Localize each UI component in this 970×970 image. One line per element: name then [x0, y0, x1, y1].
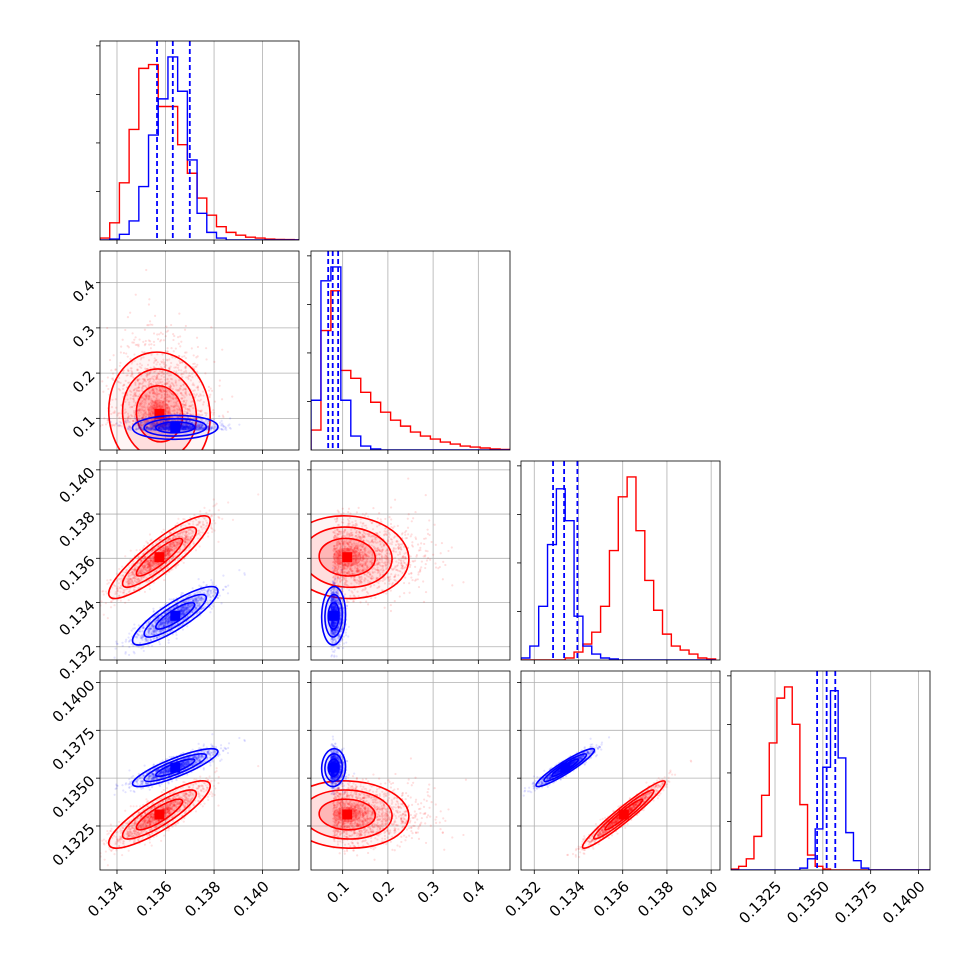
- y-tick-label: 0.2: [69, 367, 99, 397]
- panel-1-1: [307, 250, 511, 454]
- x-tick-label: 0.138: [181, 878, 224, 921]
- y-tick-label: 0.1400: [49, 676, 99, 726]
- density-peak-1: [328, 762, 339, 773]
- panel-3-1: 0.1 0.2 0.3 0.4: [307, 670, 511, 908]
- panel-frame: [99, 460, 300, 661]
- panel-frame: [310, 460, 511, 661]
- scatter-0: [332, 757, 468, 861]
- density-peak-1: [170, 422, 181, 433]
- x-tick-label: 0.134: [546, 878, 589, 921]
- density-peak-1: [560, 762, 571, 773]
- x-tick-label: 0.1350: [783, 878, 833, 928]
- histogram-0: [521, 476, 717, 660]
- x-tick-label: 0.134: [84, 878, 127, 921]
- y-tick-label: 0.140: [55, 464, 98, 507]
- x-tick-label: 0.132: [501, 878, 544, 921]
- x-tick-label: 0.1375: [831, 878, 881, 928]
- panel-3-0: 0.134 0.136 0.138 0.140 0.13250.13500.13750.…: [49, 670, 300, 921]
- x-tick-label: 0.2: [369, 878, 399, 908]
- density-peak-0: [618, 809, 629, 820]
- density-peak-0: [342, 552, 353, 563]
- histogram-0: [731, 686, 930, 870]
- y-tick-label: 0.138: [55, 508, 98, 551]
- panel-3-2: 0.132 0.134 0.136 0.138 0.140: [501, 670, 721, 921]
- x-tick-label: 0.1325: [735, 878, 785, 928]
- panel-frame: [99, 40, 300, 241]
- x-tick-label: 0.1400: [879, 878, 929, 928]
- panel-frame: [520, 460, 721, 661]
- y-tick-label: 0.132: [55, 641, 98, 684]
- histogram-0: [100, 63, 299, 240]
- histogram-1: [100, 56, 299, 240]
- density-peak-0: [342, 809, 353, 820]
- x-tick-label: 0.4: [459, 878, 489, 908]
- y-tick-label: 0.1375: [49, 724, 99, 774]
- x-tick-label: 0.1: [323, 878, 353, 908]
- panel-frame: [310, 670, 511, 871]
- panel-frame: [730, 670, 931, 871]
- x-tick-label: 0.140: [678, 878, 721, 921]
- density-peak-1: [170, 762, 181, 773]
- panel-2-1: [307, 460, 511, 664]
- y-tick-label: 0.1350: [49, 772, 99, 822]
- x-tick-label: 0.138: [634, 878, 677, 921]
- density-peak-1: [328, 610, 339, 621]
- density-peak-0: [154, 408, 165, 419]
- panel-0-0: [96, 40, 300, 244]
- x-tick-label: 0.3: [414, 878, 444, 908]
- histogram-1: [521, 488, 716, 660]
- y-tick-label: 0.4: [69, 276, 99, 306]
- y-tick-label: 0.1325: [49, 820, 99, 870]
- panel-1-0: 0.1 0.2 0.3 0.4: [69, 250, 300, 454]
- density-peak-0: [154, 552, 165, 563]
- panel-frame: [310, 250, 511, 451]
- density-peak-1: [170, 610, 181, 621]
- histogram-1: [311, 266, 510, 450]
- y-tick-label: 0.136: [55, 552, 98, 595]
- x-tick-label: 0.140: [230, 878, 273, 921]
- y-tick-label: 0.1: [69, 412, 99, 442]
- density-peak-0: [154, 809, 165, 820]
- scatter-0: [100, 268, 234, 429]
- panel-frame: [99, 250, 300, 451]
- panel-frame: [520, 670, 721, 871]
- histogram-1: [731, 689, 930, 870]
- panel-2-2: [517, 460, 721, 664]
- x-tick-label: 0.136: [590, 878, 633, 921]
- y-tick-label: 0.3: [69, 322, 99, 352]
- panel-frame: [99, 670, 300, 871]
- x-tick-label: 0.136: [133, 878, 176, 921]
- y-tick-label: 0.134: [55, 596, 98, 639]
